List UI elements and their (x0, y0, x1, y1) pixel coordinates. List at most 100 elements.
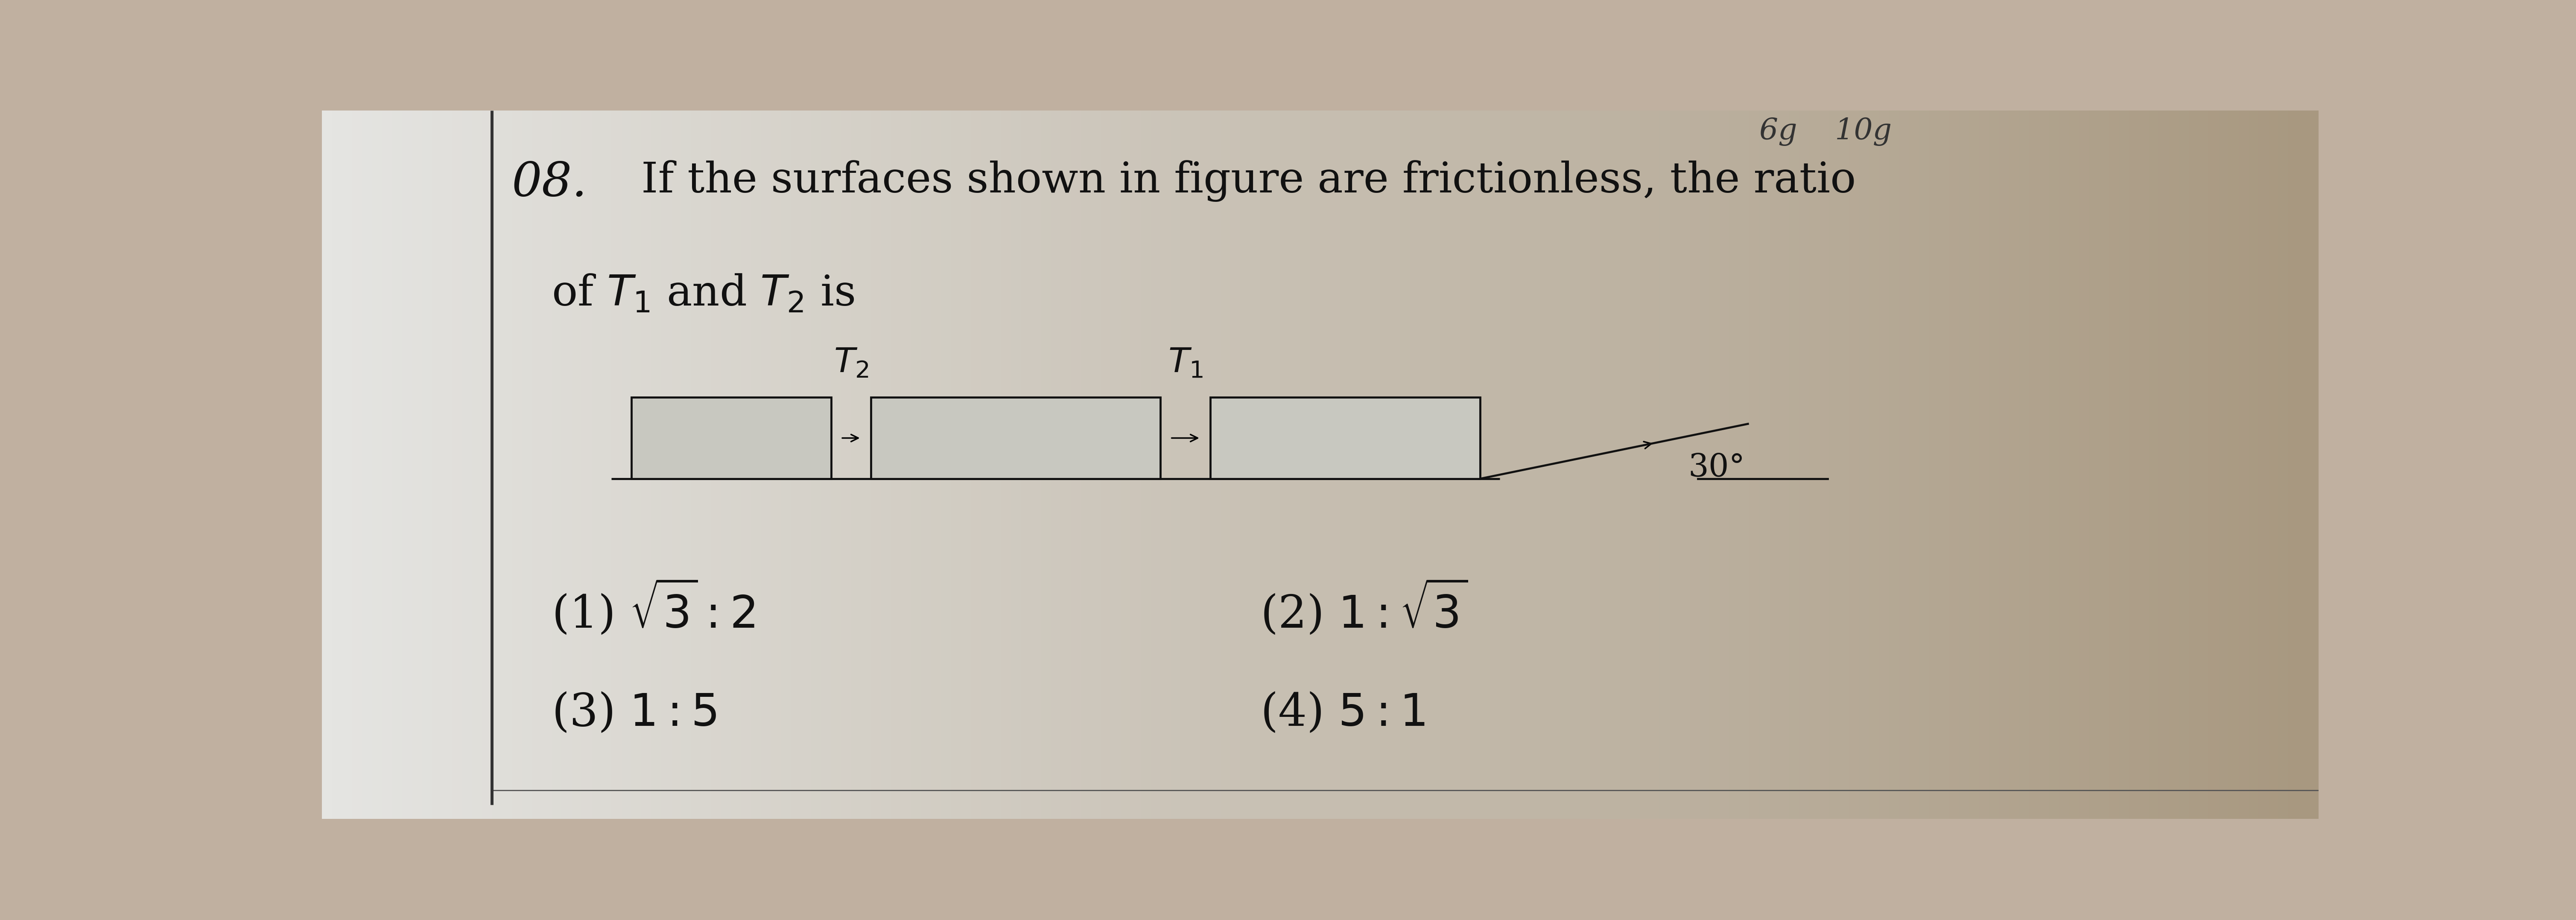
Bar (1919, 110, 1929, 819)
Text: (3) $1:5$: (3) $1:5$ (551, 691, 716, 735)
Bar (2159, 110, 2169, 819)
Bar (951, 110, 961, 819)
Bar (1242, 110, 1249, 819)
Bar (701, 110, 711, 819)
Bar (1499, 110, 1510, 819)
Bar (742, 110, 752, 819)
Bar (860, 110, 871, 819)
Bar (1780, 110, 1790, 819)
Bar (1030, 110, 1041, 819)
Bar (353, 110, 361, 819)
Bar (1929, 110, 1940, 819)
Bar (1700, 110, 1710, 819)
Bar (822, 110, 832, 819)
Bar (1159, 110, 1170, 819)
Bar (690, 110, 701, 819)
Bar (840, 110, 850, 819)
Bar (752, 110, 762, 819)
Bar (502, 110, 513, 819)
Bar (461, 110, 471, 819)
Bar (1450, 110, 1461, 819)
Text: 30°: 30° (1687, 453, 1744, 483)
Bar (1260, 110, 1270, 819)
Text: 08.: 08. (513, 160, 587, 206)
Bar (1540, 110, 1551, 819)
Bar (850, 110, 860, 819)
Bar (1090, 110, 1100, 819)
Bar (920, 110, 930, 819)
Bar (471, 110, 482, 819)
Bar (1690, 110, 1700, 819)
Bar (2277, 110, 2287, 819)
Bar (1121, 110, 1131, 819)
Bar (2259, 110, 2269, 819)
Bar (940, 110, 951, 819)
Bar (1770, 110, 1780, 819)
Bar (1301, 110, 1311, 819)
Bar (1340, 110, 1350, 819)
Bar (1579, 110, 1589, 819)
Bar (1530, 110, 1540, 819)
Bar (1211, 110, 1221, 819)
Bar (2269, 110, 2277, 819)
Bar (781, 110, 791, 819)
Bar (1319, 110, 1329, 819)
Bar (2239, 110, 2249, 819)
Bar (541, 110, 551, 819)
Bar (1659, 110, 1669, 819)
Bar (1010, 110, 1020, 819)
Bar (343, 110, 353, 819)
Bar (2287, 110, 2298, 819)
Bar (582, 110, 592, 819)
Bar (1620, 110, 1631, 819)
Bar (1558, 110, 1569, 819)
Bar (2079, 110, 2089, 819)
Bar (1100, 110, 1110, 819)
Bar (881, 110, 891, 819)
Bar (1839, 110, 1850, 819)
Bar (762, 110, 770, 819)
Bar (1600, 110, 1610, 819)
Bar (1082, 110, 1090, 819)
Bar (999, 110, 1010, 819)
Bar (2190, 110, 2200, 819)
Text: 12kg: 12kg (969, 421, 1064, 454)
Bar (1221, 110, 1231, 819)
Bar (443, 110, 451, 819)
Bar (1020, 110, 1030, 819)
Bar (513, 110, 520, 819)
Bar (1401, 110, 1409, 819)
Bar (2208, 110, 2218, 819)
Bar (930, 110, 940, 819)
Bar (1200, 110, 1211, 819)
Bar (600, 110, 611, 819)
Bar (1569, 110, 1579, 819)
Bar (1061, 110, 1072, 819)
Bar (1968, 110, 1978, 819)
Bar (680, 110, 690, 819)
Bar (1958, 110, 1968, 819)
Bar (631, 110, 641, 819)
Text: (4) $5:1$: (4) $5:1$ (1260, 691, 1425, 735)
Bar (1649, 110, 1659, 819)
Bar (562, 110, 572, 819)
Bar (1391, 110, 1401, 819)
Bar (1641, 110, 1649, 819)
Bar (2058, 110, 2069, 819)
Bar (1350, 110, 1360, 819)
Bar (1888, 110, 1899, 819)
Bar (1249, 110, 1260, 819)
Bar (871, 110, 881, 819)
Bar (1721, 110, 1728, 819)
Bar (322, 110, 332, 819)
Bar (531, 110, 541, 819)
Bar (1878, 110, 1888, 819)
Bar (1141, 110, 1151, 819)
Bar (1909, 110, 1919, 819)
Bar (2089, 110, 2099, 819)
Bar (1999, 110, 2009, 819)
Bar (631, 397, 832, 478)
Bar (2169, 110, 2179, 819)
Bar (811, 110, 822, 819)
Bar (1950, 110, 1958, 819)
